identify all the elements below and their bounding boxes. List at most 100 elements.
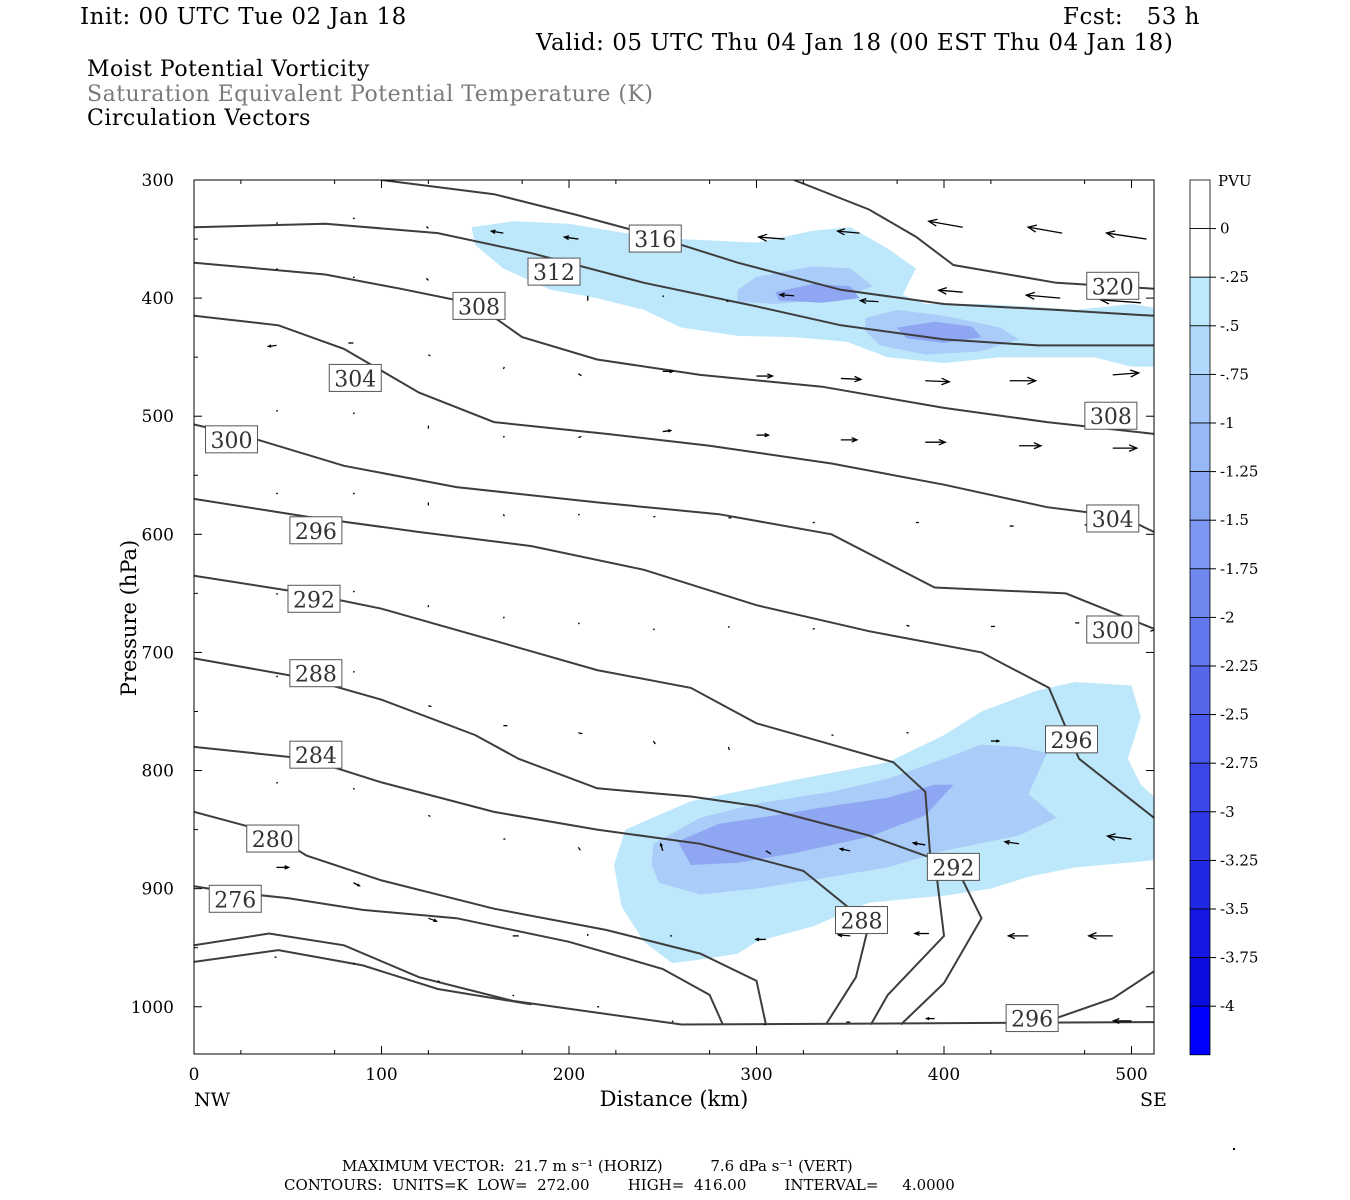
title-vectors: Circulation Vectors	[87, 106, 311, 131]
isentrope-line	[194, 574, 983, 1026]
colorbar-label: -1.75	[1220, 560, 1258, 578]
contour-label-box	[287, 584, 341, 613]
y-tick-label: 500	[142, 407, 174, 427]
vector-shaft	[1100, 299, 1141, 304]
contour-label-text: 304	[1092, 508, 1134, 533]
contour-label-text: 308	[1090, 405, 1132, 430]
vector-shaft	[938, 289, 963, 293]
vector-shaft	[860, 300, 879, 303]
vector-shaft	[662, 295, 665, 298]
isentrope-line	[194, 222, 1154, 347]
colorbar-label: -.5	[1220, 317, 1239, 335]
contour-label: 292	[287, 584, 341, 613]
vector-shaft	[512, 994, 515, 997]
contour-label-box	[835, 906, 888, 935]
vector-arrow	[352, 962, 355, 965]
vector-arrow	[906, 624, 910, 627]
vector-arrow	[756, 373, 775, 379]
vector-head	[1180, 740, 1185, 744]
contour-label: 296	[1045, 725, 1098, 754]
vector-head	[764, 432, 771, 438]
colorbar-swatch	[1189, 957, 1211, 1007]
vector-shaft	[428, 814, 431, 818]
vector-shaft	[765, 850, 772, 855]
contour-label-box	[1045, 725, 1098, 754]
vector-head	[1033, 442, 1043, 450]
vector-head	[851, 437, 859, 443]
vector-shaft	[840, 377, 861, 381]
colorbar-label: -.25	[1220, 268, 1249, 286]
vector-arrow	[838, 847, 851, 852]
vector-arrow	[489, 229, 504, 234]
colorbar-swatch	[1189, 908, 1211, 958]
isentrope-line	[381, 180, 1154, 317]
isentrope-line	[1037, 970, 1154, 1026]
contour-label-box	[452, 291, 506, 320]
vector-shaft	[838, 934, 851, 937]
vector-arrow	[275, 492, 279, 495]
title-mpv: Moist Potential Vorticity	[87, 57, 370, 82]
vector-arrow	[927, 218, 963, 228]
vector-arrow	[276, 865, 291, 870]
contour-label: 288	[289, 659, 343, 688]
vector-arrow	[662, 295, 665, 298]
contour-label-box	[328, 363, 382, 392]
vector-arrow	[428, 917, 438, 922]
isentrope-line	[194, 314, 1154, 533]
contour-label-box	[1086, 615, 1140, 644]
vector-shaft	[726, 300, 729, 303]
contour-label: 292	[926, 852, 980, 881]
y-tick-label: 600	[142, 525, 174, 545]
isentrope-line	[194, 657, 946, 1025]
vector-arrow	[754, 937, 766, 942]
x-tick-label: 300	[740, 1065, 772, 1085]
contour-label-text: 296	[1011, 1008, 1053, 1033]
vector-head	[767, 373, 775, 379]
plot-frame	[193, 179, 1155, 1055]
contour-label-text: 288	[295, 663, 337, 688]
vector-arrow	[577, 846, 581, 851]
vector-head	[924, 1016, 930, 1021]
colorbar-swatch	[1189, 422, 1211, 472]
vector-head	[1181, 932, 1189, 939]
vector-arrow	[671, 1020, 674, 1023]
vector-shaft	[837, 230, 860, 234]
contour-label-box	[289, 659, 343, 688]
colorbar-swatch	[1189, 860, 1211, 910]
colorbar-label: -3.25	[1220, 851, 1258, 869]
contour-label: 312	[527, 257, 581, 286]
vector-shaft	[275, 221, 279, 225]
contour-label: 300	[1086, 615, 1140, 644]
forecast-hour: Fcst: 53 h	[1063, 4, 1200, 30]
contour-label: 296	[1005, 1004, 1059, 1033]
vector-arrow	[275, 221, 279, 225]
vector-arrow	[835, 228, 860, 236]
vector-arrow	[659, 842, 664, 852]
vector-arrow	[578, 732, 583, 735]
vector-shaft	[502, 513, 505, 517]
vector-head	[938, 438, 947, 446]
contour-label-text: 316	[634, 228, 676, 253]
vector-shaft	[352, 412, 355, 415]
vector-shaft	[779, 294, 795, 297]
contour-label-text: 296	[295, 520, 337, 545]
vector-arrow	[502, 366, 505, 370]
vector-arrow	[502, 435, 505, 438]
vector-arrow	[562, 235, 579, 241]
vector-shaft	[913, 842, 926, 846]
vector-shaft	[428, 354, 431, 357]
vector-arrow	[662, 369, 675, 374]
vector-shaft	[437, 980, 441, 983]
vector-shaft	[652, 740, 656, 745]
vector-head	[1024, 291, 1036, 300]
colorbar: PVU 0 -.25 -.5 -.75 -1 -1.25 -1.5 -1.75 -2 -2.25 -2…	[1189, 172, 1258, 1056]
vector-shaft	[1107, 835, 1132, 840]
contour-label: 320	[1086, 271, 1140, 300]
title-theta-es: Saturation Equivalent Potential Temperat…	[87, 82, 654, 107]
vector-arrow	[1169, 534, 1175, 536]
contour-label-box	[205, 425, 258, 454]
y-tick-label: 300	[142, 171, 174, 191]
vector-arrow	[1019, 442, 1043, 450]
circulation-vectors	[266, 217, 1189, 1026]
vector-shaft	[928, 220, 963, 228]
